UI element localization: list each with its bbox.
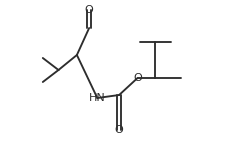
Text: O: O bbox=[84, 5, 93, 15]
Text: O: O bbox=[133, 73, 141, 83]
Text: HN: HN bbox=[89, 93, 105, 103]
Text: O: O bbox=[114, 125, 123, 135]
